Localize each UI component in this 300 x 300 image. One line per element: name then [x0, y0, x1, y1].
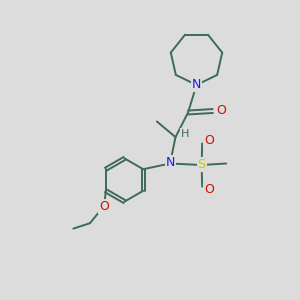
Text: O: O	[204, 134, 214, 147]
Text: S: S	[198, 158, 206, 172]
Text: O: O	[99, 200, 109, 213]
Text: N: N	[166, 156, 175, 170]
Text: O: O	[204, 183, 214, 196]
Text: N: N	[192, 78, 201, 92]
Text: H: H	[181, 129, 190, 139]
Text: O: O	[216, 104, 226, 117]
